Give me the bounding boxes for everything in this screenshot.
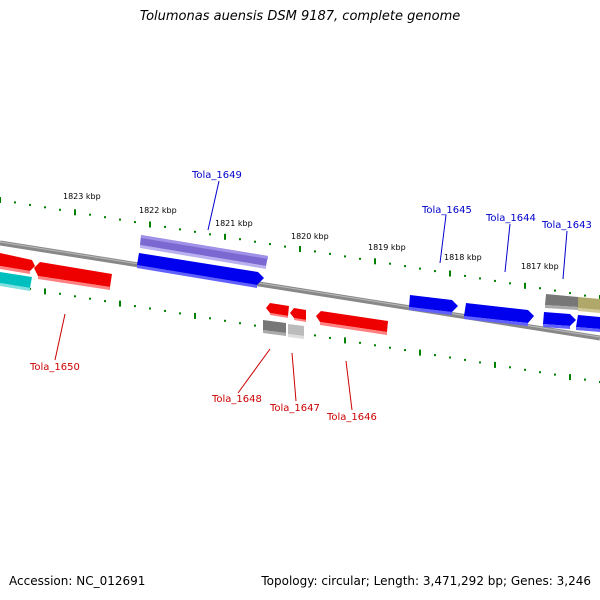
accession-text: Accession: NC_012691 bbox=[9, 574, 146, 588]
leader-tola-1650 bbox=[54, 313, 66, 361]
gene-arrow-tola-1647-red[interactable] bbox=[290, 308, 306, 322]
gene-arrow-tola-1645[interactable] bbox=[409, 295, 458, 315]
scale-label-1821: 1821 kbp bbox=[215, 219, 253, 228]
gene-label-tola-1646[interactable]: Tola_1646 bbox=[326, 412, 377, 423]
leader-tola-1643 bbox=[562, 230, 568, 280]
gene-arrow-tola-1650[interactable] bbox=[34, 262, 112, 290]
leader-tola-1646 bbox=[345, 360, 353, 411]
leader-tola-1648 bbox=[237, 348, 271, 394]
gene-arrow-tola-1644[interactable] bbox=[464, 303, 534, 326]
gene-arrow-tola-1649-pseudo[interactable] bbox=[140, 235, 268, 269]
topology-text: Topology: circular; Length: 3,471,292 bp… bbox=[261, 574, 591, 588]
gene-label-tola-1649[interactable]: Tola_1649 bbox=[191, 170, 242, 181]
scale-label-1818: 1818 kbp bbox=[444, 253, 482, 262]
gene-box-tola-1648[interactable] bbox=[263, 320, 286, 336]
scale-label-1819: 1819 kbp bbox=[368, 243, 406, 252]
feature-box-olive-right[interactable] bbox=[578, 297, 600, 313]
gene-arrow-right-edge[interactable] bbox=[576, 315, 600, 332]
map-title: Tolumonas auensis DSM 9187, complete gen… bbox=[139, 9, 461, 24]
gene-arrow-tola-1649[interactable] bbox=[137, 253, 264, 288]
gene-label-tola-1643[interactable]: Tola_1643 bbox=[541, 220, 592, 231]
gene-arrow-tola-1643[interactable] bbox=[543, 312, 576, 329]
leader-tola-1647 bbox=[291, 352, 297, 402]
feature-box-grey-right[interactable] bbox=[545, 294, 578, 310]
gene-label-tola-1645[interactable]: Tola_1645 bbox=[421, 205, 472, 216]
gene-label-tola-1647[interactable]: Tola_1647 bbox=[269, 403, 320, 414]
gene-label-tola-1650[interactable]: Tola_1650 bbox=[29, 362, 80, 373]
scale-ticks-upper bbox=[0, 197, 600, 301]
gene-label-tola-1644[interactable]: Tola_1644 bbox=[485, 213, 536, 224]
leader-tola-1645 bbox=[439, 214, 447, 264]
leader-tola-1649 bbox=[207, 180, 220, 231]
gene-arrow-left-red-1[interactable] bbox=[0, 253, 35, 274]
leader-tola-1644 bbox=[504, 223, 511, 273]
gene-box-tola-1647[interactable] bbox=[288, 324, 304, 339]
gene-arrow-tola-1648-red[interactable] bbox=[266, 303, 289, 318]
scale-label-1817: 1817 kbp bbox=[521, 262, 559, 271]
scale-label-1820: 1820 kbp bbox=[291, 232, 329, 241]
scale-label-1822: 1822 kbp bbox=[139, 206, 177, 215]
gene-label-tola-1648[interactable]: Tola_1648 bbox=[211, 394, 262, 405]
scale-label-1823: 1823 kbp bbox=[63, 192, 101, 201]
gene-arrow-tola-1646[interactable] bbox=[316, 311, 388, 335]
gene-arrow-rna[interactable] bbox=[0, 272, 32, 291]
